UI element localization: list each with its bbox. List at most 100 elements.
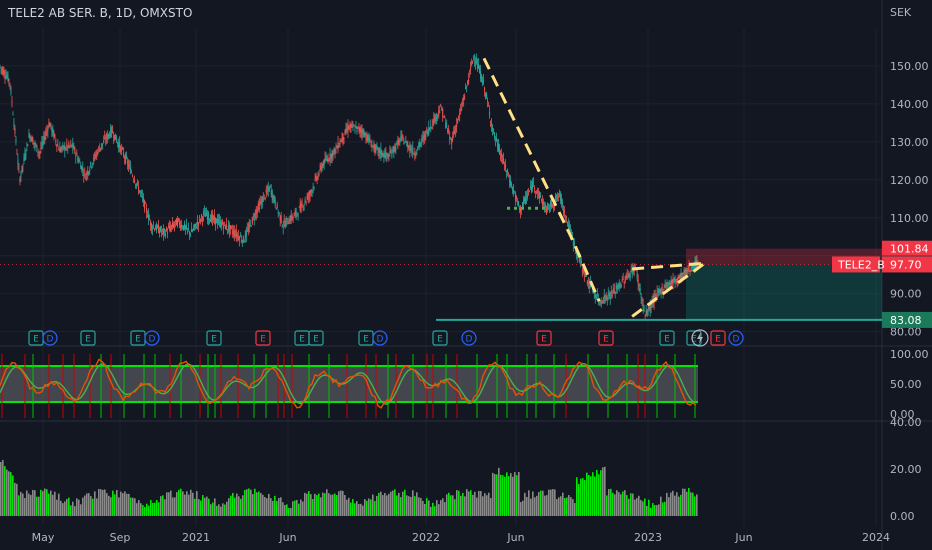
candle-body [287,223,289,225]
candle-body [282,227,284,228]
volume-bar [580,478,582,516]
candle-body [409,146,411,151]
candle-body [523,197,525,201]
candle-body [459,113,461,115]
candle-body [583,276,585,278]
candle-body [468,79,470,83]
candle-body [235,230,237,237]
candle-body [209,218,211,222]
price-axis[interactable]: 80.00 90.00 100.00 110.00 120.00 130.00 140.00… [890,6,929,523]
candle-body [158,225,160,233]
candle-body [130,167,132,174]
candle-body [305,201,307,203]
candle-body [530,186,532,192]
candle-body [339,141,341,145]
candle-body [393,146,395,152]
candle-body [331,153,333,158]
candle-body [69,145,71,147]
candle-body [277,211,279,214]
dashed-trendline [482,57,601,302]
earnings-marker [598,330,614,346]
candle-body [272,195,274,200]
volume-bar [524,492,526,516]
volume-bar [62,503,64,516]
volume-bar [32,490,34,516]
volume-bar [348,497,350,516]
volume-bar [314,493,316,516]
volume-bar [578,483,580,516]
volume-bar [668,497,670,516]
candle-body [290,214,292,222]
volume-bar [282,502,284,516]
candle-body [649,303,651,311]
volume-bar [100,489,102,516]
candle-body [412,147,414,155]
candle-body [371,144,373,146]
candle-body [35,144,37,146]
volume-bar [172,497,174,516]
price-tag [882,240,932,257]
volume-bar [290,508,292,516]
candle-body [503,158,505,163]
volume-bar [54,491,56,516]
volume-bar [478,490,480,516]
candle-body [118,143,120,148]
candle-body [399,139,401,144]
candle-body [519,208,521,210]
candle-body [601,301,603,304]
candle-body [680,273,682,279]
candle-body [516,196,518,198]
candle-body [592,291,594,294]
candle-body [522,202,524,208]
volume-bar [278,498,280,516]
volume-bar [586,472,588,516]
time-tick-label: 2022 [412,531,440,544]
candle-body [46,130,48,132]
candle-body [141,191,143,194]
volume-bar [412,490,414,516]
volume-bar [272,500,274,516]
candle-body [532,181,534,183]
candle-body [125,154,127,163]
candle-body [544,205,546,208]
volume-bar [46,489,48,516]
volume-bar [654,505,656,516]
candle-body [659,289,661,292]
volume-bar [318,493,320,516]
oscillator-tick-label: 0.00 [890,408,915,421]
volume-bar [394,489,396,516]
volume-bar [18,495,20,516]
volume-bar [10,472,12,516]
candle-body [340,140,342,143]
time-axis[interactable]: May Sep 2021 Jun 2022 Jun 2023 Jun 2024 [32,531,890,544]
candle-body [560,197,562,204]
volume-bar [398,492,400,516]
candle-body [398,139,400,141]
candle-body [238,236,240,241]
candle-body [53,132,55,138]
price-tick-label: 130.00 [890,136,929,149]
volume-bar [614,494,616,516]
candle-body [165,233,167,237]
candle-body [285,220,287,227]
candle-body [252,216,254,217]
symbol-header[interactable]: TELE2 AB SER. B, 1D, OMXSTO [8,6,193,20]
candle-body [76,153,78,155]
candle-body [280,215,282,223]
volume-bar [192,492,194,516]
volume-bar [124,491,126,516]
candle-body [686,270,688,272]
event-label: E [260,335,266,345]
candle-body [176,219,178,226]
candle-body [506,170,508,173]
candle-body [175,218,177,226]
volume-bar [324,493,326,516]
volume-bar [368,498,370,516]
drawn-lines[interactable] [0,57,882,321]
volume-bar [58,493,60,516]
candle-body [400,136,402,140]
candle-body [329,152,331,160]
candle-body [375,146,377,149]
